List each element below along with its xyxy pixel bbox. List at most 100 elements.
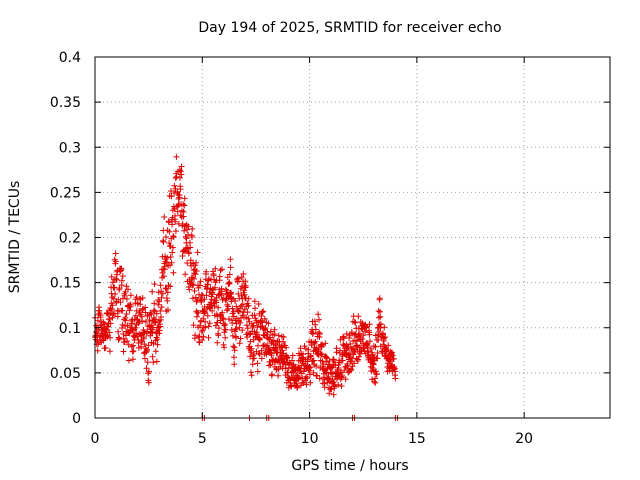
- data-point: [133, 294, 140, 301]
- data-point: [94, 317, 101, 324]
- data-point: [249, 361, 256, 368]
- data-point: [247, 338, 254, 345]
- data-point: [123, 283, 130, 290]
- data-point: [226, 316, 232, 322]
- data-point: [233, 334, 240, 341]
- data-point: [150, 340, 157, 347]
- data-point: [315, 311, 322, 318]
- data-point: [237, 335, 244, 342]
- data-point: [106, 348, 113, 355]
- data-point: [310, 330, 317, 337]
- data-point: [148, 311, 155, 318]
- data-point: [269, 371, 275, 378]
- data-point: [163, 234, 169, 240]
- data-point: [167, 254, 174, 260]
- data-point: [373, 371, 380, 378]
- data-point: [222, 326, 229, 333]
- data-point: [189, 295, 196, 302]
- data-point: [197, 278, 204, 285]
- data-point: [146, 317, 153, 323]
- data-point: [335, 381, 342, 388]
- data-point: [326, 358, 333, 364]
- data-point: [158, 314, 164, 320]
- data-point: [168, 193, 175, 200]
- data-point: [94, 347, 101, 354]
- data-point: [192, 294, 199, 301]
- data-point: [312, 338, 319, 345]
- data-point: [284, 354, 291, 361]
- data-point: [235, 275, 242, 282]
- data-point: [279, 347, 286, 354]
- data-point: [118, 266, 125, 273]
- data-point: [363, 324, 370, 330]
- data-point: [265, 320, 272, 327]
- data-point: [245, 315, 252, 322]
- data-point: [117, 299, 124, 306]
- data-point: [206, 320, 213, 327]
- y-tick-label: 0.1: [59, 321, 81, 337]
- data-point: [290, 361, 297, 368]
- data-point: [162, 285, 169, 292]
- data-point: [212, 265, 219, 272]
- data-point: [329, 376, 336, 383]
- data-point: [125, 357, 132, 364]
- data-point: [170, 234, 177, 240]
- data-point: [194, 249, 201, 256]
- data-point: [255, 301, 262, 307]
- data-point: [351, 319, 358, 325]
- data-point: [254, 368, 261, 375]
- data-point: [382, 334, 389, 341]
- data-point: [209, 291, 216, 298]
- data-point: [224, 307, 230, 314]
- data-point: [119, 307, 126, 314]
- data-point: [193, 259, 199, 266]
- data-point: [283, 353, 290, 360]
- data-point: [229, 332, 236, 339]
- data-point: [205, 323, 212, 330]
- data-point: [255, 350, 262, 357]
- y-tick-label: 0.15: [50, 276, 81, 292]
- data-point: [115, 328, 122, 335]
- data-point: [316, 331, 323, 337]
- data-point: [157, 308, 164, 314]
- data-point: [127, 301, 134, 308]
- data-point: [322, 340, 329, 347]
- data-point: [338, 383, 345, 389]
- data-point: [160, 273, 167, 280]
- data-point: [123, 311, 130, 317]
- data-point: [340, 335, 347, 342]
- data-point: [231, 347, 238, 354]
- data-point: [168, 259, 175, 266]
- data-point: [353, 342, 360, 349]
- data-point: [258, 313, 265, 319]
- x-tick-label: 0: [91, 431, 100, 447]
- data-point: [189, 225, 196, 232]
- data-point: [273, 350, 280, 356]
- data-point: [157, 282, 164, 289]
- data-point: [165, 307, 171, 313]
- data-point: [141, 341, 148, 348]
- data-point: [248, 369, 254, 376]
- data-point: [106, 329, 113, 336]
- data-point: [139, 318, 146, 324]
- y-tick-label: 0.4: [59, 50, 81, 66]
- data-point: [359, 336, 366, 342]
- data-point: [201, 309, 208, 316]
- data-point: [192, 271, 199, 278]
- data-point: [352, 319, 359, 326]
- data-point: [339, 372, 346, 379]
- data-point: [189, 234, 195, 240]
- data-point: [307, 352, 314, 359]
- data-point: [239, 327, 246, 334]
- data-point: [145, 342, 152, 349]
- data-point: [347, 341, 354, 347]
- data-point: [301, 343, 308, 350]
- data-point: [199, 337, 206, 343]
- data-point: [227, 256, 234, 263]
- data-point: [370, 361, 377, 368]
- data-point: [366, 338, 373, 345]
- data-point: [211, 303, 218, 310]
- data-point: [174, 188, 181, 195]
- data-point: [280, 338, 287, 345]
- data-point: [144, 328, 151, 335]
